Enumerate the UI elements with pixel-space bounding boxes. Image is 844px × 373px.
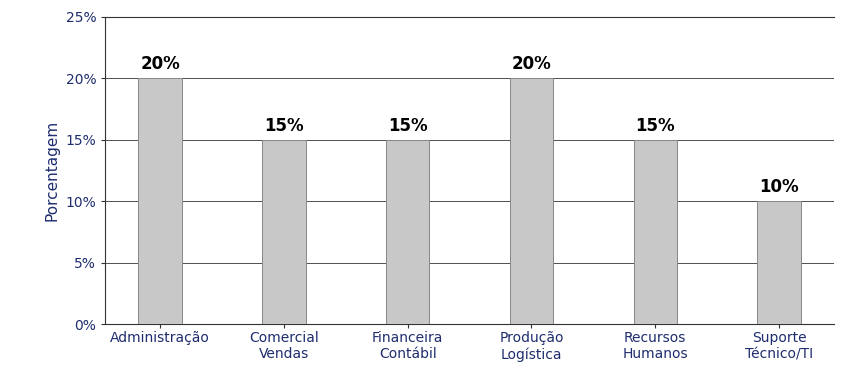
Bar [138, 78, 181, 324]
Text: 10%: 10% [759, 178, 798, 196]
Text: 20%: 20% [511, 55, 550, 73]
Bar [262, 140, 306, 324]
Bar [509, 78, 553, 324]
Text: 15%: 15% [387, 117, 427, 135]
Text: 20%: 20% [140, 55, 180, 73]
Text: 15%: 15% [263, 117, 303, 135]
Bar [386, 140, 429, 324]
Bar [633, 140, 676, 324]
Y-axis label: Porcentagem: Porcentagem [45, 120, 60, 221]
Bar [756, 201, 800, 324]
Text: 15%: 15% [635, 117, 674, 135]
